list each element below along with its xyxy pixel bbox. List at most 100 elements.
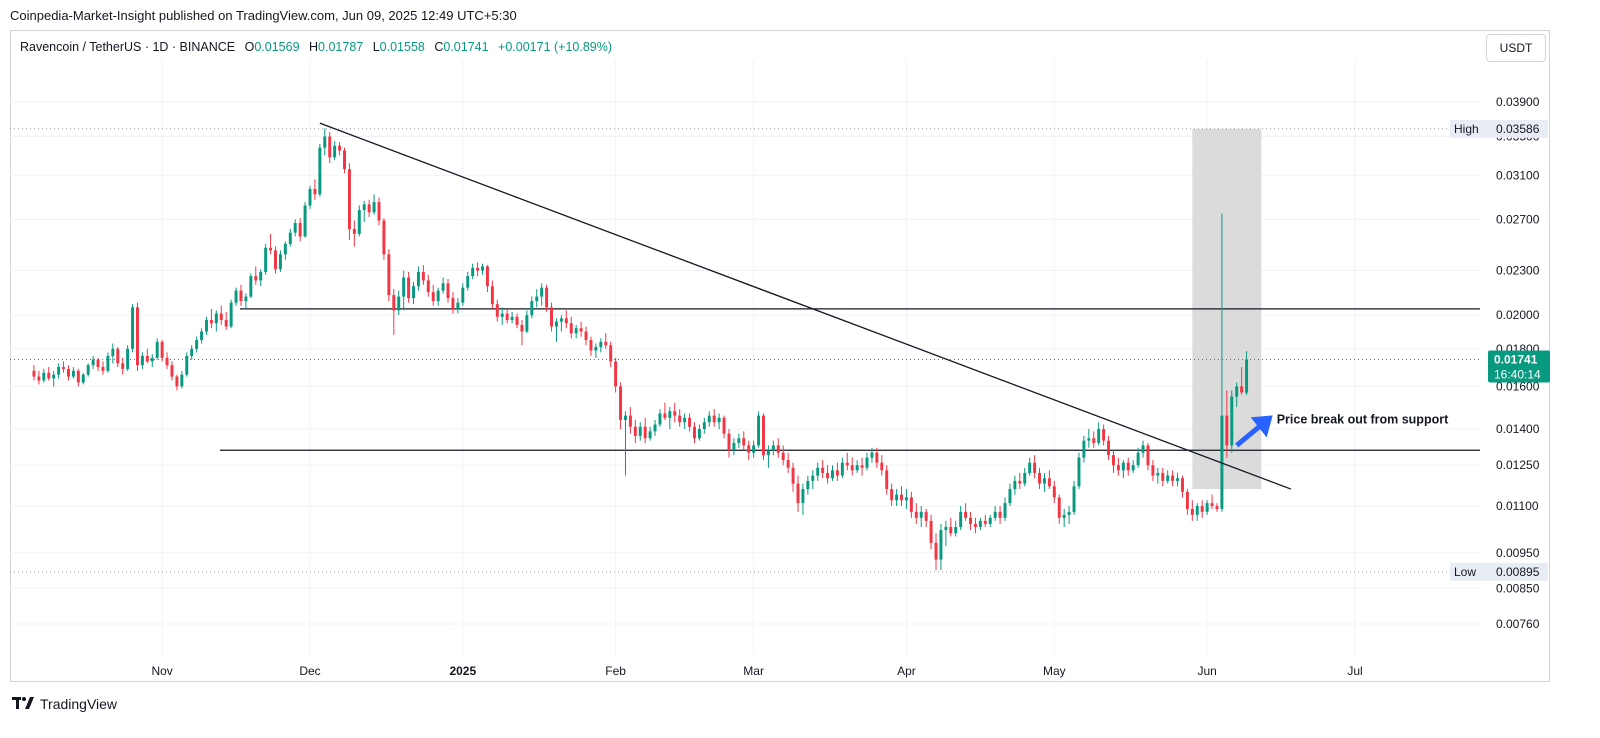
candle	[343, 147, 346, 174]
candle	[1102, 424, 1106, 446]
candle-body	[308, 188, 312, 206]
candle-body	[1195, 506, 1199, 515]
candle-body	[855, 465, 859, 471]
candle	[1028, 457, 1032, 476]
candle	[1240, 367, 1244, 395]
candle-body	[880, 462, 884, 471]
candle-body	[490, 286, 494, 305]
candle	[604, 333, 608, 349]
time-tick-label: Nov	[151, 664, 172, 678]
horizontal-levels	[10, 128, 1480, 573]
candle	[949, 517, 953, 537]
candle	[510, 311, 514, 324]
candle-body	[1097, 429, 1101, 444]
candle-body	[638, 426, 642, 436]
candle-body	[742, 438, 746, 446]
candle	[890, 483, 894, 506]
candle	[1116, 457, 1120, 476]
candle	[1038, 467, 1042, 490]
candle-body	[96, 359, 100, 368]
candle-body	[939, 530, 943, 560]
candle	[1126, 457, 1130, 476]
candle-body	[288, 232, 292, 244]
footer-branding[interactable]: TradingView	[12, 696, 117, 712]
candle	[86, 363, 90, 377]
candle	[219, 305, 223, 325]
close-label: C	[434, 40, 444, 54]
candle	[42, 368, 46, 383]
candle-body	[1107, 440, 1111, 456]
time-tick-label: May	[1043, 664, 1066, 678]
drawings: Price break out from support	[319, 122, 1449, 490]
candle	[919, 506, 923, 527]
candle-body	[693, 426, 696, 439]
candle	[126, 345, 130, 371]
candle-body	[771, 445, 775, 451]
candle	[234, 287, 238, 306]
low-tag-label: Low	[1454, 565, 1476, 579]
candle	[264, 243, 268, 275]
candle-body	[180, 374, 184, 387]
candle	[441, 277, 445, 294]
candle	[382, 218, 386, 260]
candle	[806, 475, 810, 495]
candle	[66, 365, 70, 381]
candle-body	[1003, 503, 1007, 518]
candle-body	[717, 417, 721, 423]
candle	[392, 289, 396, 335]
candle-body	[1116, 465, 1120, 471]
candle	[860, 457, 864, 476]
candle-body	[752, 445, 756, 453]
candle	[1230, 390, 1234, 453]
candle-body	[949, 526, 953, 534]
candle-body	[919, 511, 923, 518]
candle	[909, 491, 913, 518]
candle	[1195, 503, 1199, 521]
candle-body	[412, 286, 415, 299]
candle-body	[91, 359, 95, 366]
candle	[515, 313, 519, 329]
candle	[530, 296, 534, 319]
candle	[929, 514, 933, 550]
candle-body	[1215, 506, 1219, 509]
candle-body	[224, 319, 228, 327]
candle	[579, 321, 583, 337]
candle-body	[1136, 452, 1140, 466]
candle	[185, 352, 189, 377]
symbol-name: Ravencoin / TetherUS · 1D · BINANCE	[20, 40, 236, 54]
candle	[412, 281, 415, 305]
candle	[978, 517, 982, 531]
candle-body	[904, 497, 908, 501]
candle	[1013, 475, 1017, 495]
candle-body	[254, 276, 258, 281]
currency-button[interactable]: USDT	[1486, 34, 1546, 62]
candle	[895, 489, 899, 506]
candle-body	[135, 307, 139, 366]
candle	[535, 289, 539, 308]
candle-body	[1033, 462, 1037, 473]
candle	[397, 290, 401, 316]
candle	[175, 374, 179, 391]
candle	[1225, 390, 1229, 458]
candle-body	[1072, 486, 1076, 512]
candle	[668, 406, 672, 430]
candle	[367, 199, 371, 218]
candle-body	[1205, 503, 1209, 512]
candle-body	[456, 302, 460, 309]
candle	[1176, 472, 1180, 487]
candle-body	[515, 316, 519, 325]
candle	[131, 304, 135, 353]
candle-body	[1121, 462, 1125, 471]
tradingview-logo-icon	[12, 696, 34, 712]
candle-body	[747, 445, 751, 453]
candle	[707, 411, 711, 427]
candle	[973, 517, 977, 534]
candle-body	[1008, 489, 1012, 504]
tradingview-brand: TradingView	[40, 696, 118, 712]
candle	[377, 197, 381, 226]
candle	[32, 365, 36, 381]
open-value: 0.01569	[254, 40, 300, 54]
candle-body	[959, 511, 963, 527]
candle	[485, 265, 489, 293]
